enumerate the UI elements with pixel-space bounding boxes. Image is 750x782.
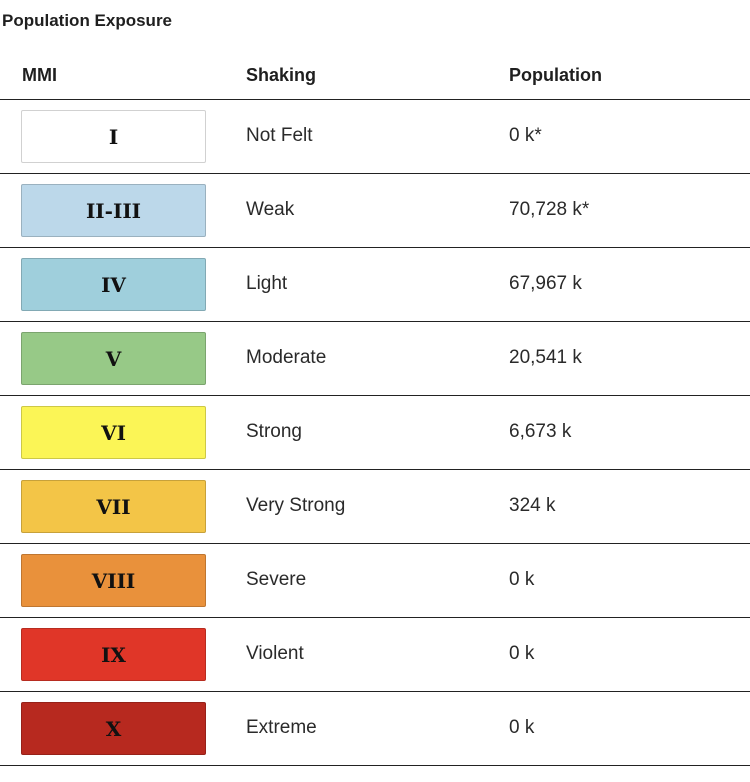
population-value: 6,673 k (509, 421, 572, 442)
population-value: 0 k (509, 643, 535, 664)
mmi-swatch: I (21, 110, 206, 163)
shaking-label: Violent (246, 643, 304, 664)
table-row: IX Violent 0 k (0, 618, 750, 692)
table-row: VI Strong 6,673 k (0, 396, 750, 470)
mmi-label: VII (96, 494, 131, 519)
mmi-label: V (105, 346, 122, 371)
shaking-label: Severe (246, 569, 307, 590)
table-row: IV Light 67,967 k (0, 248, 750, 322)
population-value: 0 k (509, 569, 535, 590)
mmi-swatch: X (21, 702, 206, 755)
shaking-label: Very Strong (246, 495, 346, 516)
population-value: 0 k* (509, 125, 542, 146)
population-value: 0 k (509, 717, 535, 738)
mmi-label: X (105, 716, 122, 741)
shaking-label: Moderate (246, 347, 327, 368)
population-value: 324 k (509, 495, 556, 516)
mmi-label: VI (101, 420, 126, 445)
population-value: 67,967 k (509, 273, 582, 294)
shaking-label: Light (246, 273, 288, 294)
shaking-label: Extreme (246, 717, 317, 738)
table-row: VII Very Strong 324 k (0, 470, 750, 544)
table-row: V Moderate 20,541 k (0, 322, 750, 396)
mmi-swatch: II-III (21, 184, 206, 237)
mmi-swatch: VIII (21, 554, 206, 607)
mmi-swatch: IX (21, 628, 206, 681)
mmi-label: II-III (85, 198, 142, 223)
mmi-swatch: V (21, 332, 206, 385)
shaking-label: Not Felt (246, 125, 313, 146)
mmi-label: IV (101, 272, 126, 297)
population-value: 70,728 k* (509, 199, 590, 220)
mmi-label: I (108, 124, 119, 149)
section-title: Population Exposure (2, 11, 173, 30)
mmi-swatch: VII (21, 480, 206, 533)
column-header-mmi: MMI (22, 65, 57, 85)
table-row: II-III Weak 70,728 k* (0, 174, 750, 248)
exposure-table-body: I Not Felt 0 k* II-III Weak 70,728 k* IV… (0, 100, 750, 766)
column-header-shaking: Shaking (246, 65, 317, 85)
mmi-label: IX (101, 642, 126, 667)
table-row: X Extreme 0 k (0, 692, 750, 766)
mmi-label: VIII (91, 568, 136, 593)
table-row: I Not Felt 0 k* (0, 100, 750, 174)
population-value: 20,541 k (509, 347, 582, 368)
mmi-swatch: IV (21, 258, 206, 311)
shaking-label: Strong (246, 421, 302, 442)
column-header-population: Population (509, 65, 602, 85)
shaking-label: Weak (246, 199, 295, 220)
mmi-swatch: VI (21, 406, 206, 459)
table-header: MMI Shaking Population (0, 60, 750, 100)
table-row: VIII Severe 0 k (0, 544, 750, 618)
